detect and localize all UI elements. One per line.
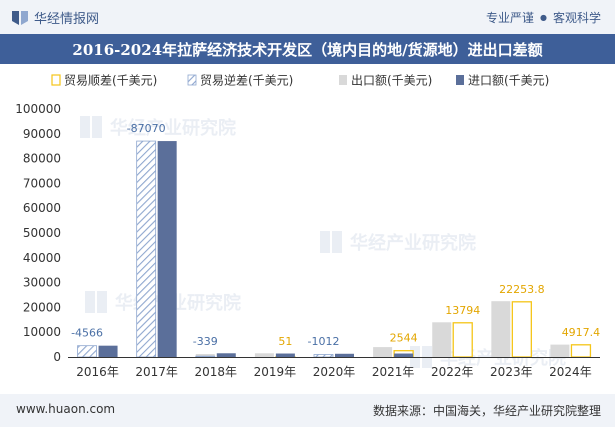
bar-import bbox=[335, 353, 354, 357]
bar-surplus bbox=[511, 301, 532, 358]
dot-separator-icon: ● bbox=[540, 13, 547, 22]
x-tick-label: 2023年 bbox=[490, 365, 533, 379]
y-tick-label: 70000 bbox=[23, 176, 61, 190]
tag-objective: 客观科学 bbox=[552, 11, 601, 25]
bar-surplus bbox=[570, 344, 592, 358]
legend-label-export: 出口额(千美元) bbox=[351, 74, 432, 88]
footer-source: 数据来源：中国海关，华经产业研究院整理 bbox=[372, 404, 601, 418]
y-tick-label: 10000 bbox=[23, 325, 61, 339]
legend-swatch-import bbox=[456, 75, 464, 85]
data-label-deficit: -1012 bbox=[308, 335, 340, 348]
legend: 贸易顺差(千美元) 贸易逆差(千美元) 出口额(千美元) 进口额(千美元) bbox=[51, 73, 549, 88]
legend-label-import: 进口额(千美元) bbox=[468, 74, 549, 88]
bar-surplus bbox=[452, 322, 473, 358]
x-tick-label: 2018年 bbox=[195, 365, 238, 379]
data-label-deficit: -87070 bbox=[127, 122, 166, 135]
tag-professional: 专业严谨 bbox=[485, 11, 534, 25]
bar-import bbox=[98, 345, 118, 357]
data-label-surplus: 51 bbox=[278, 335, 292, 348]
x-tick-label: 2021年 bbox=[372, 365, 415, 379]
bar-export bbox=[195, 354, 215, 357]
y-tick-label: 0 bbox=[53, 350, 61, 364]
watermark-logo-icon bbox=[332, 231, 342, 253]
y-tick-label: 80000 bbox=[23, 152, 61, 166]
data-labels: -4566 -87070 -339 51 -1012 2544 13794 22253.8 49… bbox=[71, 122, 600, 348]
bar-import bbox=[275, 353, 295, 357]
bars bbox=[77, 140, 592, 358]
data-label-surplus: 22253.8 bbox=[499, 283, 545, 296]
brand: 华经情报网 bbox=[12, 8, 99, 27]
legend-label-deficit: 贸易逆差(千美元) bbox=[200, 73, 293, 88]
y-tick-label: 60000 bbox=[23, 201, 61, 215]
watermark-text: 华经产业研究院 bbox=[350, 232, 476, 254]
bar-deficit bbox=[136, 140, 157, 358]
watermark-logo-icon bbox=[92, 116, 102, 138]
x-tick-label: 2019年 bbox=[254, 365, 297, 379]
bar-export bbox=[373, 347, 393, 357]
y-tick-label: 100000 bbox=[15, 102, 61, 116]
data-label-deficit: -4566 bbox=[71, 327, 103, 340]
bar-export bbox=[550, 344, 570, 357]
footer-website: www.huaon.com bbox=[16, 402, 116, 416]
watermark-logo-icon bbox=[320, 231, 330, 253]
watermark-logo-icon bbox=[85, 291, 95, 313]
y-tick-label: 20000 bbox=[23, 300, 61, 314]
watermark-text: 华经产业研究院 bbox=[110, 117, 236, 139]
watermark-logo-icon bbox=[97, 291, 107, 313]
watermark: 华经产业研究院 bbox=[80, 116, 236, 139]
chart-title: 2016-2024年拉萨经济技术开发区（境内目的地/货源地）进出口差额 bbox=[72, 41, 543, 59]
data-label-deficit: -339 bbox=[193, 335, 218, 348]
header-tags: 专业严谨 ● 客观科学 bbox=[486, 9, 601, 26]
data-label-surplus: 4917.4 bbox=[562, 326, 601, 339]
bar-export bbox=[254, 353, 274, 357]
bar-import bbox=[157, 141, 177, 357]
watermark: 华经产业研究院 bbox=[320, 231, 476, 254]
x-tick-label: 2022年 bbox=[431, 365, 474, 379]
top-bar: 华经情报网 专业严谨 ● 客观科学 bbox=[0, 0, 615, 34]
x-tick-label: 2016年 bbox=[76, 365, 119, 379]
brand-name: 华经情报网 bbox=[34, 12, 100, 27]
legend-swatch-deficit bbox=[187, 74, 197, 86]
data-label-surplus: 13794 bbox=[445, 304, 480, 317]
x-tick-label: 2017年 bbox=[135, 365, 178, 379]
y-tick-label: 50000 bbox=[23, 226, 61, 240]
watermark-logo-icon bbox=[80, 116, 90, 138]
y-tick-label: 30000 bbox=[23, 276, 61, 290]
bar-export bbox=[491, 301, 511, 357]
legend-swatch-surplus bbox=[51, 74, 61, 86]
bar-deficit bbox=[313, 354, 334, 358]
legend-label-surplus: 贸易顺差(千美元) bbox=[64, 74, 157, 88]
y-tick-label: 90000 bbox=[23, 127, 61, 141]
y-axis: 0 10000 20000 30000 40000 50000 60000 70000 8000… bbox=[15, 102, 61, 364]
bar-deficit bbox=[77, 345, 97, 358]
data-label-surplus: 2544 bbox=[390, 332, 418, 345]
watermark-text: 华经产业研究院 bbox=[115, 292, 241, 314]
brand-logo-icon bbox=[12, 10, 28, 25]
footer: www.huaon.com 数据来源：中国海关，华经产业研究院整理 bbox=[0, 394, 615, 427]
title-bar: 2016-2024年拉萨经济技术开发区（境内目的地/货源地）进出口差额 bbox=[0, 34, 615, 64]
x-tick-label: 2024年 bbox=[549, 365, 592, 379]
x-tick-label: 2020年 bbox=[313, 365, 356, 379]
bar-import bbox=[394, 353, 414, 357]
bar-deficit bbox=[195, 355, 216, 358]
bar-import bbox=[216, 353, 236, 357]
legend-swatch-export bbox=[339, 75, 347, 85]
y-tick-label: 40000 bbox=[23, 251, 61, 265]
bar-export bbox=[432, 322, 452, 357]
x-axis: 2016年 2017年 2018年 2019年 2020年 2021年 2022年 2023年… bbox=[68, 357, 600, 379]
